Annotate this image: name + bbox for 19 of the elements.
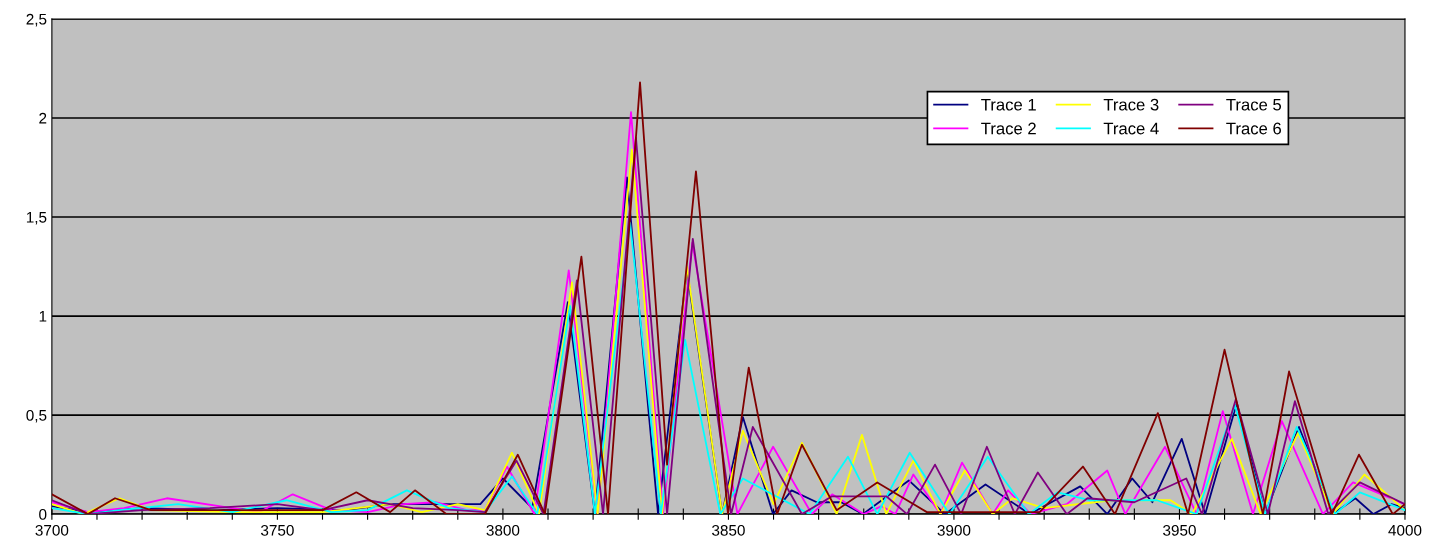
x-tick-label: 3700 [35, 524, 69, 536]
x-tick-label: 3900 [937, 524, 971, 536]
legend-label: Trace 4 [1103, 122, 1159, 135]
legend-label: Trace 6 [1226, 122, 1281, 135]
x-tick-label: 3850 [712, 524, 745, 536]
legend-label: Trace 2 [981, 122, 1036, 135]
y-tick-label: 2,5 [26, 13, 47, 27]
x-tick-label: 3750 [260, 524, 294, 536]
legend-label: Trace 1 [981, 98, 1036, 111]
y-tick-label: 1,5 [26, 212, 47, 225]
legend-label: Trace 3 [1103, 98, 1159, 111]
x-tick-label: 4000 [1388, 524, 1422, 536]
y-tick-label: 1 [39, 311, 47, 322]
y-tick-label: 0,5 [26, 409, 47, 423]
y-tick-label: 0 [39, 508, 47, 520]
legend-label: Trace 5 [1226, 98, 1282, 111]
x-tick-label: 3800 [486, 524, 520, 536]
x-tick-label: 3950 [1163, 524, 1196, 536]
y-tick-label: 2 [39, 112, 47, 124]
